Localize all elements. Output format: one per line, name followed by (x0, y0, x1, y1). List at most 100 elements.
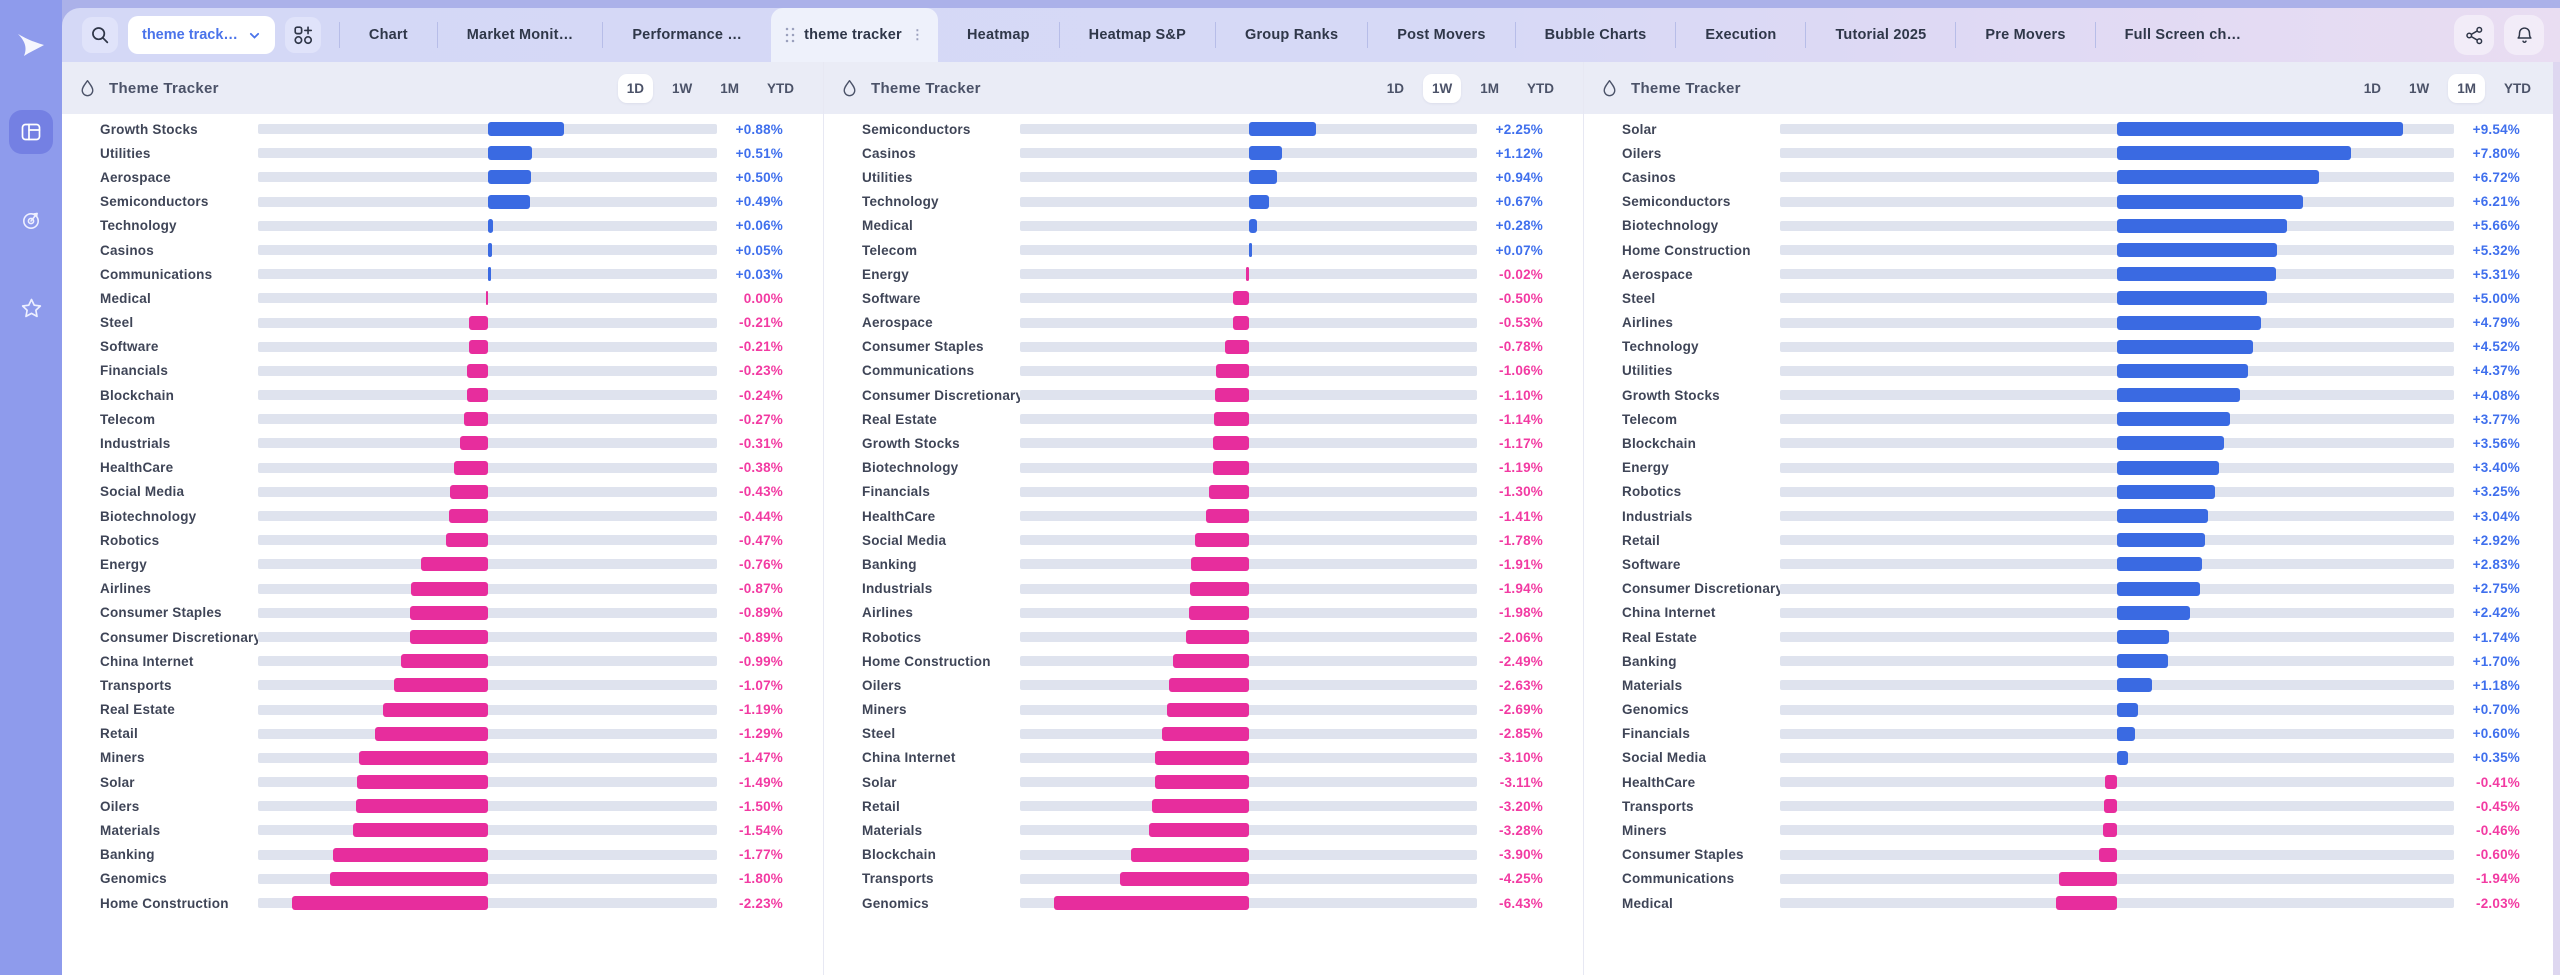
timeframe-1w[interactable]: 1W (2400, 74, 2438, 103)
sector-track-wrap (258, 625, 723, 649)
tab-pre-movers[interactable]: Pre Movers (1956, 8, 2094, 62)
sector-track (258, 629, 717, 644)
sector-track-wrap (258, 407, 723, 431)
sector-track (1020, 896, 1477, 910)
search-button[interactable] (82, 17, 118, 53)
timeframe-1d[interactable]: 1D (2355, 74, 2390, 103)
sector-track-wrap (258, 722, 723, 746)
sidebar-item-dashboard[interactable] (9, 110, 53, 154)
tab-execution[interactable]: Execution (1676, 8, 1805, 62)
sector-row-retail: Retail -3.20% (824, 794, 1583, 818)
sector-label: Growth Stocks (862, 436, 960, 452)
sector-track-wrap (1780, 311, 2460, 335)
tab-market-monit[interactable]: Market Monit… (438, 8, 603, 62)
sector-track (1780, 726, 2454, 741)
sidebar-item-target[interactable] (9, 198, 53, 242)
sector-track-wrap (258, 311, 723, 335)
sector-track (1020, 702, 1477, 717)
sector-value: -2.49% (1499, 653, 1543, 669)
tab-tutorial-2025[interactable]: Tutorial 2025 (1806, 8, 1955, 62)
sector-row-consumer-staples: Consumer Staples -0.78% (824, 335, 1583, 359)
timeframe-ytd[interactable]: YTD (2495, 74, 2540, 103)
sector-bar (2117, 388, 2240, 403)
sector-value: -1.78% (1499, 532, 1543, 548)
timeframe-1d[interactable]: 1D (617, 73, 653, 103)
timeframe-ytd[interactable]: YTD (758, 74, 803, 103)
sector-track (258, 654, 717, 669)
sector-row-china-internet: China Internet +2.42% (1584, 601, 2560, 625)
sector-track (258, 460, 717, 475)
timeframe-1w[interactable]: 1W (1422, 73, 1462, 103)
sector-label: Casinos (862, 145, 916, 161)
sector-track-wrap (258, 214, 723, 238)
sector-track-wrap (1780, 238, 2460, 262)
sector-track (1780, 242, 2454, 257)
sector-label: Consumer Discretionary (1622, 581, 1780, 597)
sector-track-wrap (258, 335, 723, 359)
timeframe-ytd[interactable]: YTD (1518, 74, 1563, 103)
sector-label: Blockchain (100, 387, 175, 403)
sector-track (258, 726, 717, 741)
droplet-icon (843, 79, 856, 96)
sector-track (258, 896, 717, 910)
sector-track (258, 218, 717, 233)
tab-divider (1367, 22, 1369, 48)
tab-bubble-charts[interactable]: Bubble Charts (1516, 8, 1676, 62)
sector-row-biotechnology: Biotechnology +5.66% (1584, 214, 2560, 238)
sector-value: -0.89% (739, 605, 783, 621)
sector-value: +1.12% (1495, 145, 1543, 161)
sector-track-wrap (1020, 528, 1483, 552)
sector-track (258, 775, 717, 790)
sector-bar (2058, 871, 2117, 886)
sector-value: -0.53% (1499, 315, 1543, 331)
sector-track (1780, 871, 2454, 886)
drag-handle-icon[interactable] (785, 27, 795, 43)
tab-menu-icon[interactable]: ⋮ (910, 27, 925, 42)
tab-post-movers[interactable]: Post Movers (1368, 8, 1514, 62)
sector-track-wrap (1020, 335, 1483, 359)
sector-value: +5.66% (2472, 218, 2520, 234)
sector-row-healthcare: HealthCare -0.41% (1584, 770, 2560, 794)
sector-bar (2117, 363, 2249, 378)
sector-bar (1189, 581, 1249, 596)
tab-heatmap-s-p[interactable]: Heatmap S&P (1060, 8, 1215, 62)
sector-track (258, 678, 717, 693)
sector-value: -6.43% (1499, 895, 1543, 911)
timeframe-1d[interactable]: 1D (1378, 74, 1413, 103)
tab-label: Full Screen ch… (2124, 27, 2242, 43)
timeframe-1m[interactable]: 1M (2448, 73, 2485, 103)
sector-track (1020, 823, 1477, 838)
tab-heatmap[interactable]: Heatmap (938, 8, 1059, 62)
sector-track-wrap (1020, 746, 1483, 770)
sector-track (1020, 605, 1477, 620)
add-widget-button[interactable] (284, 17, 321, 53)
timeframe-1m[interactable]: 1M (1471, 74, 1508, 103)
sector-row-aerospace: Aerospace -0.53% (824, 311, 1583, 335)
tab-group-ranks[interactable]: Group Ranks (1216, 8, 1367, 62)
tab-chart[interactable]: Chart (340, 8, 437, 62)
workspace-dropdown[interactable]: theme track… (128, 16, 275, 54)
tab-performance[interactable]: Performance … (603, 8, 771, 62)
sector-value: -1.50% (739, 798, 783, 814)
timeframe-1m[interactable]: 1M (711, 74, 748, 103)
sector-track (258, 122, 717, 136)
panels-area: Theme Tracker 1D 1W 1M YTD Growth Stocks +0.88… (62, 62, 2560, 975)
tab-divider (1058, 22, 1060, 48)
target-icon (23, 212, 39, 229)
panel-title: Theme Tracker (1631, 79, 1741, 97)
sector-track (1780, 823, 2454, 838)
sidebar-item-favorites[interactable] (9, 286, 53, 330)
sector-track-wrap (258, 843, 723, 867)
notifications-button[interactable] (2504, 15, 2544, 55)
sector-track-wrap (1020, 770, 1483, 794)
sector-value: -0.02% (1499, 266, 1543, 282)
tab-full-screen-ch[interactable]: Full Screen ch… (2096, 8, 2271, 62)
share-button[interactable] (2454, 15, 2494, 55)
sector-track-wrap (1780, 190, 2460, 214)
sector-track-wrap (1780, 601, 2460, 625)
sector-track (1020, 267, 1477, 282)
sector-value: +0.67% (1495, 194, 1543, 210)
sector-track (258, 533, 717, 548)
tab-theme-tracker[interactable]: theme tracker ⋮ (771, 8, 939, 62)
timeframe-1w[interactable]: 1W (663, 74, 701, 103)
